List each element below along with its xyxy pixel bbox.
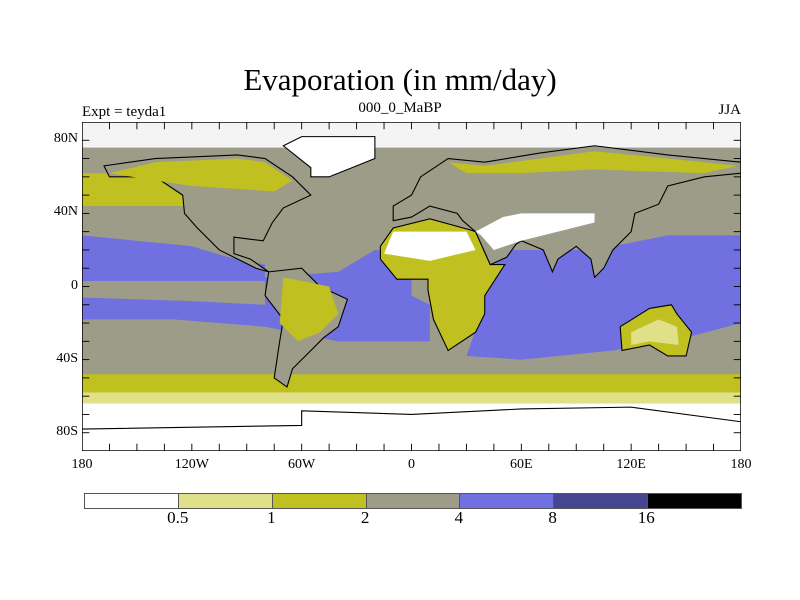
axis-ticks — [82, 122, 741, 451]
colorbar-swatch — [178, 494, 273, 508]
y-tick-label: 40N — [53, 204, 78, 220]
greenland — [282, 136, 376, 178]
colorbar-level-label: 0.5 — [167, 508, 189, 527]
colorbar-swatch — [648, 494, 742, 508]
period-label: 000_0_MaBP — [358, 100, 442, 116]
colorbar-level-label: 2 — [360, 508, 370, 527]
north-america-boreal — [109, 158, 293, 192]
field-southern-yellow — [82, 374, 741, 397]
x-tick-label: 120E — [616, 457, 646, 472]
colorbar-swatch — [460, 494, 555, 508]
siberia-yellow — [448, 151, 738, 174]
y-tick-label: 80N — [53, 131, 78, 147]
x-tick-label: 0 — [408, 457, 415, 472]
y-tick-label: 40S — [56, 350, 78, 366]
x-tick-label: 180 — [71, 457, 93, 472]
x-tick-label: 180 — [730, 457, 752, 472]
colorbar-swatch — [366, 494, 461, 508]
colorbar-swatch — [272, 494, 367, 508]
field-pacific-gray — [82, 281, 266, 305]
season-label: JJA — [718, 102, 741, 118]
chart-title: Evaporation (in mm/day) — [243, 62, 557, 97]
evaporation-map — [82, 122, 741, 451]
eurasia — [392, 145, 741, 279]
colorbar — [84, 493, 742, 509]
arid-asia — [475, 213, 595, 250]
colorbar-level-label: 4 — [454, 508, 464, 527]
colorbar-level-label: 16 — [637, 508, 655, 527]
experiment-label: Expt = teyda1 — [82, 104, 167, 120]
y-tick-label: 0 — [71, 277, 78, 293]
colorbar-swatch — [554, 494, 649, 508]
x-tick-label: 60E — [510, 457, 533, 472]
south-america-dry — [279, 277, 339, 342]
colorbar-level-label: 8 — [548, 508, 557, 527]
australia-interior — [631, 319, 679, 345]
colorbar-swatch — [85, 494, 179, 508]
x-tick-label: 120W — [174, 457, 209, 472]
field-southern-light — [82, 392, 741, 404]
x-tick-label: 60W — [288, 457, 316, 472]
colorbar-level-label: 1 — [267, 508, 276, 527]
sahara — [384, 231, 476, 261]
continents — [82, 136, 741, 430]
ocean-fields — [82, 122, 741, 451]
antarctica-coast — [82, 406, 741, 430]
y-tick-label: 80S — [56, 423, 78, 439]
